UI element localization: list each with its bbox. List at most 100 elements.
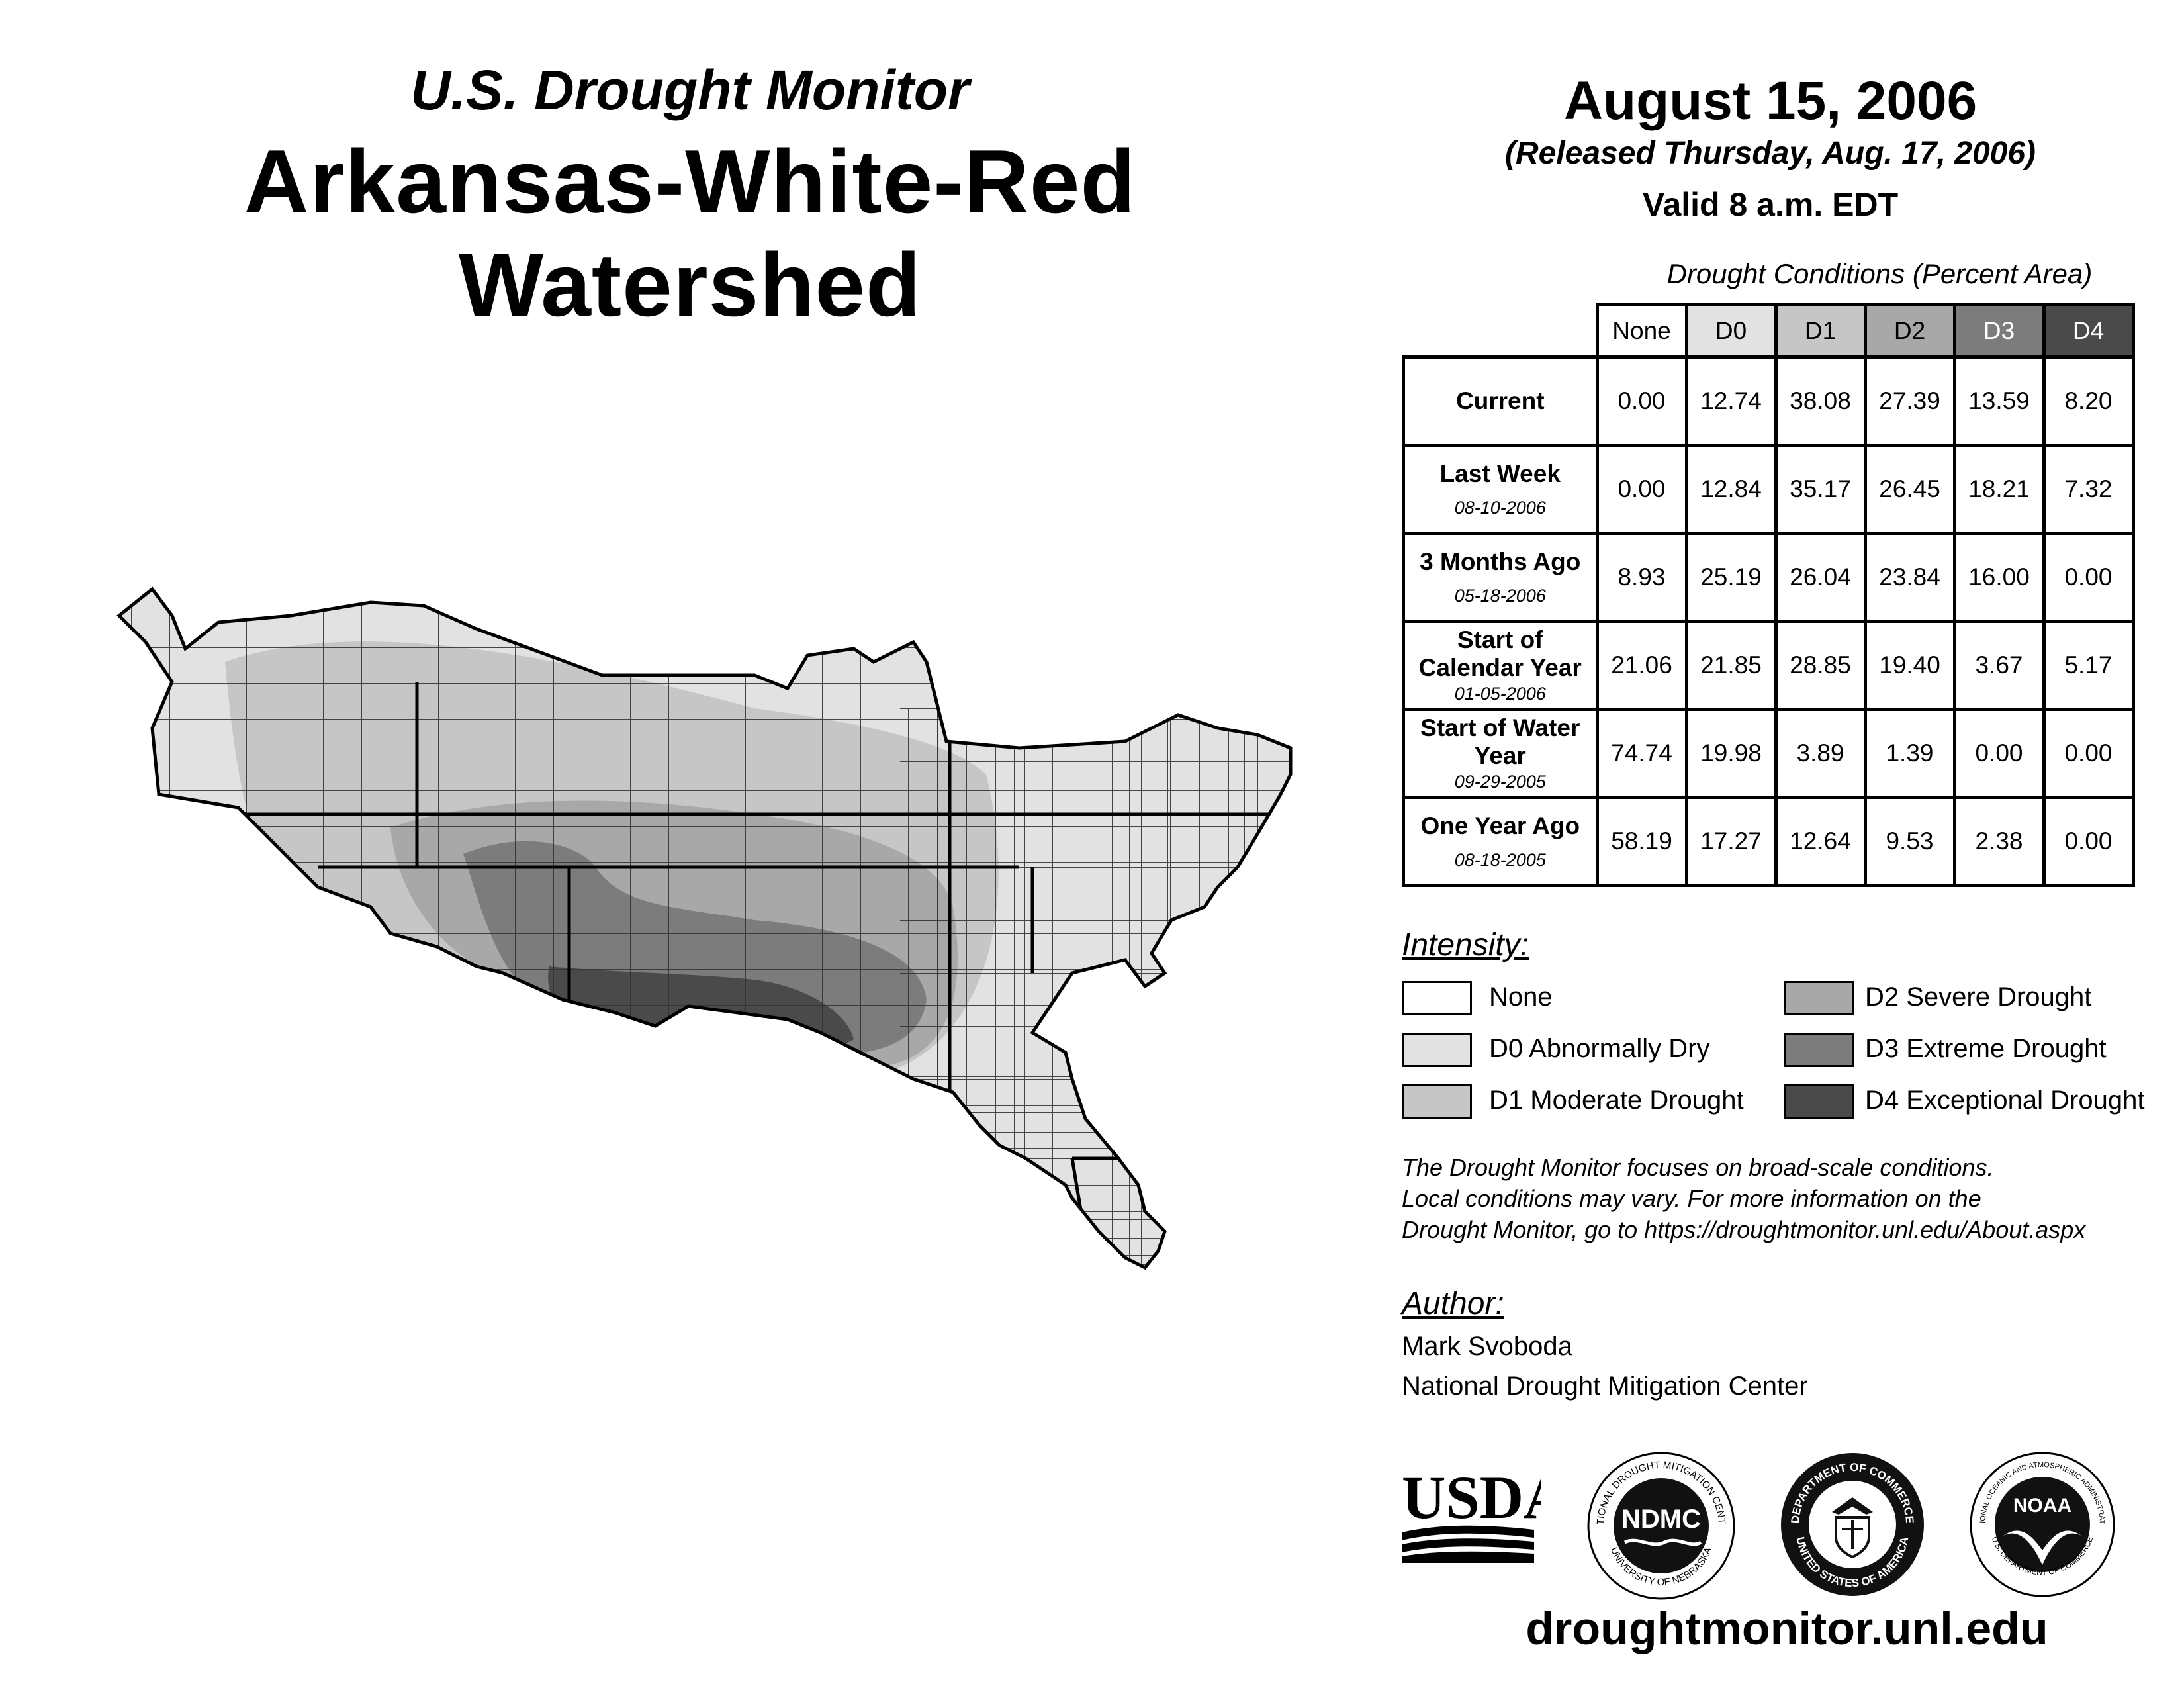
commerce-logo: DEPARTMENT OF COMMERCE UNITED STATES OF … xyxy=(1781,1453,1924,1596)
row-date: 05-18-2006 xyxy=(1454,585,1546,606)
row-date: 08-10-2006 xyxy=(1454,497,1546,518)
table-row: One Year Ago 08-18-2005 58.19 17.27 12.64… xyxy=(1402,796,2135,887)
legend-label-d0: D0 Abnormally Dry xyxy=(1489,1034,1710,1063)
release-date: (Released Thursday, Aug. 17, 2006) xyxy=(1504,136,2036,171)
table-cell: 7.32 xyxy=(2042,444,2135,535)
table-cell: 18.21 xyxy=(1952,444,2046,535)
table-cell: 0.00 xyxy=(2042,708,2135,799)
table-cell: 8.93 xyxy=(1595,532,1688,623)
table-cell: 28.85 xyxy=(1774,620,1867,711)
table-caption: Drought Conditions (Percent Area) xyxy=(1666,258,2093,289)
table-cell: 3.89 xyxy=(1774,708,1867,799)
drought-monitor-note: The Drought Monitor focuses on broad-sca… xyxy=(1402,1152,2183,1245)
table-cell: 12.74 xyxy=(1684,355,1778,447)
table-row: 3 Months Ago 05-18-2006 8.93 25.19 26.04 … xyxy=(1402,532,2135,623)
table-cell: 2.38 xyxy=(1952,796,2046,887)
table-cell: 5.17 xyxy=(2042,620,2135,711)
row-label: Current xyxy=(1402,355,1599,447)
author-title: Author: xyxy=(1402,1286,1504,1321)
table-cell: 8.20 xyxy=(2042,355,2135,447)
col-header-d1: D1 xyxy=(1774,303,1867,359)
table-cell: 58.19 xyxy=(1595,796,1688,887)
legend-swatch-d0 xyxy=(1402,1033,1472,1067)
table-cell: 38.08 xyxy=(1774,355,1867,447)
table-cell: 26.04 xyxy=(1774,532,1867,623)
usda-logo-text: USDA xyxy=(1402,1466,1541,1531)
legend-swatch-d2 xyxy=(1784,981,1854,1015)
row-label: One Year Ago 08-18-2005 xyxy=(1402,796,1599,887)
row-label-text: 3 Months Ago xyxy=(1420,548,1581,576)
table-row: Current 0.00 12.74 38.08 27.39 13.59 8.2… xyxy=(1402,355,2135,447)
table-cell: 16.00 xyxy=(1952,532,2046,623)
table-cell: 3.67 xyxy=(1952,620,2046,711)
legend-label-d1: D1 Moderate Drought xyxy=(1489,1086,1744,1115)
col-header-none: None xyxy=(1595,303,1688,359)
table-cell: 21.06 xyxy=(1595,620,1688,711)
table-row: Start of Calendar Year 01-05-2006 21.06 2… xyxy=(1402,620,2135,711)
valid-time: Valid 8 a.m. EDT xyxy=(1642,186,1899,223)
legend-swatch-none xyxy=(1402,981,1472,1015)
table-row: Last Week 08-10-2006 0.00 12.84 35.17 26.… xyxy=(1402,444,2135,535)
note-line: Drought Monitor, go to https://droughtmo… xyxy=(1402,1216,2086,1243)
table-cell: 25.19 xyxy=(1684,532,1778,623)
noaa-logo-text: NOAA xyxy=(2013,1495,2071,1517)
table-cell: 21.85 xyxy=(1684,620,1778,711)
row-label: Last Week 08-10-2006 xyxy=(1402,444,1599,535)
map-subtitle: U.S. Drought Monitor xyxy=(410,59,970,121)
table-cell: 27.39 xyxy=(1863,355,1956,447)
row-label-text: Last Week xyxy=(1439,460,1561,488)
table-cell: 0.00 xyxy=(2042,796,2135,887)
table-cell: 12.84 xyxy=(1684,444,1778,535)
table-cell: 17.27 xyxy=(1684,796,1778,887)
col-header-d0: D0 xyxy=(1684,303,1778,359)
map-title: Arkansas-White-Red Watershed xyxy=(244,131,1136,335)
legend-label-none: None xyxy=(1489,982,1553,1011)
map-date: August 15, 2006 xyxy=(1563,71,1978,131)
table-cell: 19.98 xyxy=(1684,708,1778,799)
table-header-row: None D0 D1 D2 D3 D4 xyxy=(1403,303,2135,359)
usda-logo: USDA xyxy=(1402,1466,1541,1563)
row-label-text: Start of Water Year xyxy=(1420,714,1580,770)
author-org: National Drought Mitigation Center xyxy=(1402,1372,1808,1401)
row-date: 08-18-2005 xyxy=(1454,849,1546,870)
table-cell: 12.64 xyxy=(1774,796,1867,887)
legend-swatch-d4 xyxy=(1784,1084,1854,1119)
ndmc-logo-text: NDMC xyxy=(1621,1505,1701,1534)
table-cell: 23.84 xyxy=(1863,532,1956,623)
table-cell: 19.40 xyxy=(1863,620,1956,711)
table-corner xyxy=(1403,305,1597,359)
col-header-d3: D3 xyxy=(1952,303,2046,359)
legend-label-d3: D3 Extreme Drought xyxy=(1865,1034,2107,1063)
legend-label-d4: D4 Exceptional Drought xyxy=(1865,1086,2145,1115)
row-label: Start of Calendar Year 01-05-2006 xyxy=(1402,620,1599,711)
table-cell: 0.00 xyxy=(1595,444,1688,535)
legend-swatch-d3 xyxy=(1784,1033,1854,1067)
row-label-text: One Year Ago xyxy=(1420,812,1580,840)
table-cell: 0.00 xyxy=(2042,532,2135,623)
ndmc-logo: NATIONAL DROUGHT MITIGATION CENTER UNIVE… xyxy=(1585,1450,1735,1600)
table-row: Start of Water Year 09-29-2005 74.74 19.9… xyxy=(1402,708,2135,799)
drought-map xyxy=(116,586,1293,1270)
col-header-d2: D2 xyxy=(1863,303,1956,359)
legend-swatch-d1 xyxy=(1402,1084,1472,1119)
table-cell: 0.00 xyxy=(1952,708,2046,799)
row-label: Start of Water Year 09-29-2005 xyxy=(1402,708,1599,799)
table-cell: 0.00 xyxy=(1595,355,1688,447)
watershed-outline xyxy=(116,586,1293,1270)
row-date: 09-29-2005 xyxy=(1454,772,1546,792)
table-cell: 26.45 xyxy=(1863,444,1956,535)
table-cell: 35.17 xyxy=(1774,444,1867,535)
note-line: The Drought Monitor focuses on broad-sca… xyxy=(1402,1154,1994,1181)
legend-title: Intensity: xyxy=(1402,927,1529,962)
table-cell: 9.53 xyxy=(1863,796,1956,887)
row-label-text: Start of Calendar Year xyxy=(1418,626,1582,682)
table-cell: 13.59 xyxy=(1952,355,2046,447)
noaa-logo: NATIONAL OCEANIC AND ATMOSPHERIC ADMINIS… xyxy=(1969,1451,2115,1597)
note-line: Local conditions may vary. For more info… xyxy=(1402,1185,1981,1212)
table-cell: 74.74 xyxy=(1595,708,1688,799)
row-label: 3 Months Ago 05-18-2006 xyxy=(1402,532,1599,623)
col-header-d4: D4 xyxy=(2042,303,2135,359)
table-cell: 1.39 xyxy=(1863,708,1956,799)
row-label-text: Current xyxy=(1455,387,1545,414)
footer-url[interactable]: droughtmonitor.unl.edu xyxy=(1525,1603,2048,1654)
